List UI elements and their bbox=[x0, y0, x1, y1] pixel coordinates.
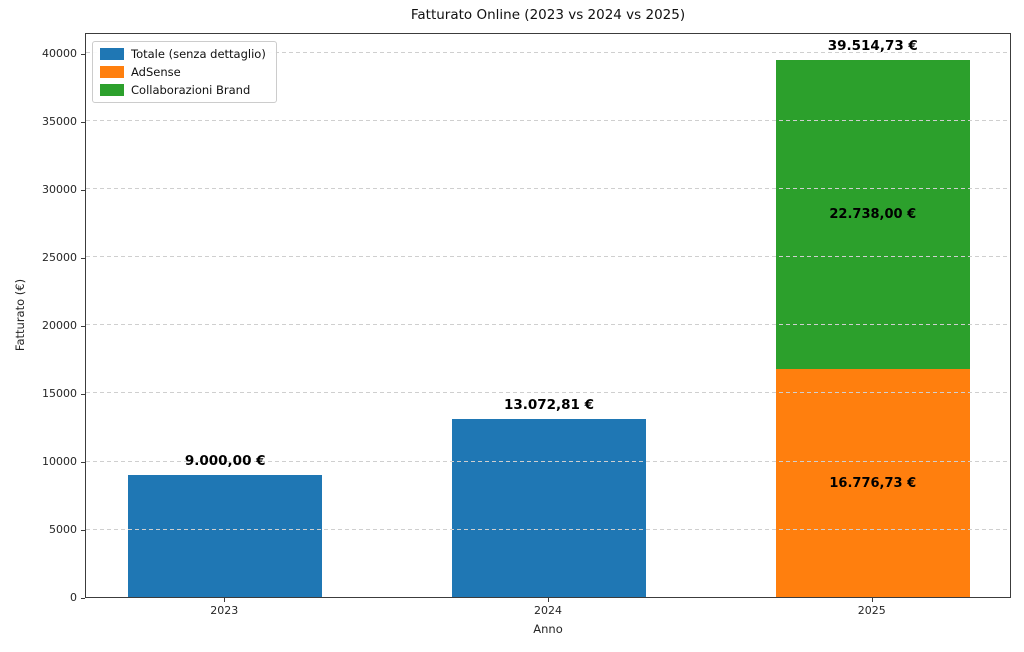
legend-item: Collaborazioni Brand bbox=[100, 83, 266, 97]
y-tick-label: 30000 bbox=[42, 182, 77, 196]
bar-total-label: 9.000,00 € bbox=[184, 452, 266, 469]
x-tick-mark bbox=[871, 598, 873, 602]
bar-segment-label: 22.738,00 € bbox=[829, 207, 917, 223]
y-gridline bbox=[86, 528, 1010, 530]
legend-label: AdSense bbox=[131, 65, 181, 79]
y-tick-label: 10000 bbox=[42, 454, 77, 468]
y-tick-mark bbox=[81, 393, 85, 395]
y-axis-label: Fatturato (€) bbox=[13, 278, 27, 352]
y-tick-mark bbox=[81, 529, 85, 531]
y-tick-label: 0 bbox=[70, 591, 77, 604]
y-tick-label: 20000 bbox=[42, 318, 77, 332]
plot-area: Totale (senza dettaglio) AdSense Collabora… bbox=[85, 33, 1011, 598]
bar-segment-label: 16.776,73 € bbox=[829, 475, 917, 491]
legend-swatch bbox=[100, 48, 124, 60]
x-tick-label: 2025 bbox=[857, 604, 886, 617]
legend-item: Totale (senza dettaglio) bbox=[100, 47, 266, 61]
y-gridline bbox=[86, 324, 1010, 326]
y-gridline bbox=[86, 52, 1010, 54]
bar-segment-totale-senza-dettaglio- bbox=[128, 474, 323, 597]
bar-total-label: 39.514,73 € bbox=[827, 37, 918, 54]
x-tick-mark bbox=[548, 598, 549, 602]
y-tick-mark bbox=[81, 121, 85, 123]
y-tick-label: 40000 bbox=[42, 46, 77, 60]
bar-segment-totale-senza-dettaglio- bbox=[451, 419, 647, 597]
x-tick-label: 2023 bbox=[210, 604, 239, 617]
legend-swatch bbox=[100, 84, 124, 96]
y-gridline bbox=[86, 256, 1010, 258]
y-gridline bbox=[86, 460, 1010, 462]
legend-label: Totale (senza dettaglio) bbox=[131, 47, 266, 61]
bar-segment-collaborazioni-brand bbox=[775, 59, 970, 369]
legend-item: AdSense bbox=[100, 65, 266, 79]
y-tick-mark bbox=[81, 325, 85, 327]
x-axis-label: Anno bbox=[533, 622, 563, 636]
legend-label: Collaborazioni Brand bbox=[131, 83, 251, 97]
y-tick-label: 25000 bbox=[42, 250, 77, 264]
y-tick-mark bbox=[81, 461, 85, 463]
y-tick-mark bbox=[81, 257, 85, 259]
y-gridline bbox=[86, 392, 1010, 394]
x-tick-mark bbox=[224, 598, 226, 602]
y-tick-mark bbox=[81, 53, 85, 55]
y-gridline bbox=[86, 120, 1010, 122]
y-tick-mark bbox=[81, 189, 85, 191]
legend: Totale (senza dettaglio) AdSense Collabora… bbox=[92, 41, 277, 103]
y-tick-label: 35000 bbox=[42, 114, 77, 128]
legend-swatch bbox=[100, 66, 124, 78]
x-tick-label: 2024 bbox=[534, 604, 562, 617]
y-tick-label: 15000 bbox=[42, 386, 77, 400]
bar-segment-adsense bbox=[775, 368, 970, 597]
chart-title: Fatturato Online (2023 vs 2024 vs 2025) bbox=[410, 7, 686, 23]
y-tick-mark bbox=[81, 598, 85, 599]
y-gridline bbox=[86, 188, 1010, 190]
y-tick-label: 5000 bbox=[49, 522, 77, 536]
bar-total-label: 13.072,81 € bbox=[503, 397, 595, 414]
